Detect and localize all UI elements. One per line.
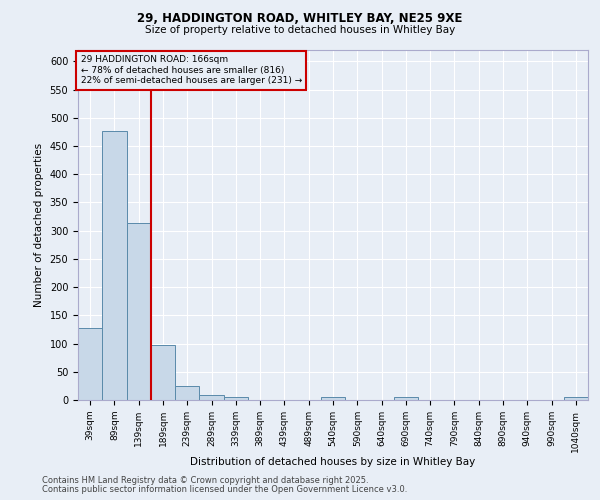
Text: 29 HADDINGTON ROAD: 166sqm
← 78% of detached houses are smaller (816)
22% of sem: 29 HADDINGTON ROAD: 166sqm ← 78% of deta…: [80, 56, 302, 85]
Text: 29, HADDINGTON ROAD, WHITLEY BAY, NE25 9XE: 29, HADDINGTON ROAD, WHITLEY BAY, NE25 9…: [137, 12, 463, 26]
Bar: [321, 396, 345, 400]
Bar: [564, 397, 588, 400]
Bar: [224, 396, 248, 400]
Bar: [394, 396, 418, 400]
Y-axis label: Number of detached properties: Number of detached properties: [34, 143, 44, 307]
Bar: [151, 344, 175, 400]
X-axis label: Distribution of detached houses by size in Whitley Bay: Distribution of detached houses by size …: [190, 458, 476, 468]
Text: Size of property relative to detached houses in Whitley Bay: Size of property relative to detached ho…: [145, 25, 455, 35]
Bar: [175, 386, 199, 400]
Bar: [199, 395, 224, 400]
Text: Contains HM Land Registry data © Crown copyright and database right 2025.: Contains HM Land Registry data © Crown c…: [42, 476, 368, 485]
Bar: [78, 328, 102, 400]
Text: Contains public sector information licensed under the Open Government Licence v3: Contains public sector information licen…: [42, 484, 407, 494]
Bar: [102, 130, 127, 400]
Bar: [127, 224, 151, 400]
